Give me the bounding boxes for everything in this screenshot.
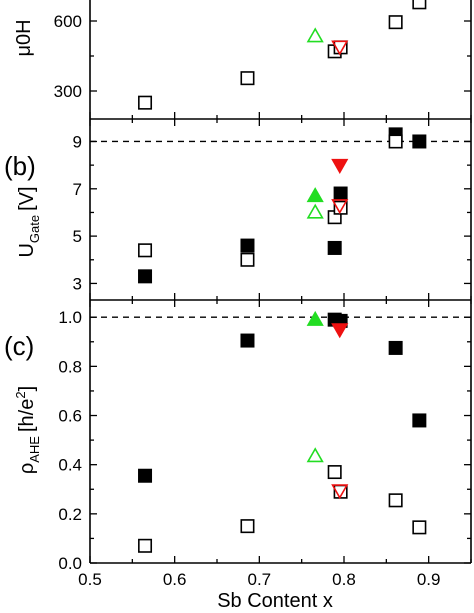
panel-c-point-square-open: [412, 520, 427, 535]
panel-c-ylabel-unit-pre: [h/e: [16, 399, 38, 432]
panel-c-y-tick-label: 0.4: [58, 456, 82, 475]
panel-b-point-square-filled: [333, 186, 348, 201]
panel-c-point-square-filled: [240, 333, 255, 348]
panel-c-ylabel-sub: AHE: [27, 436, 42, 463]
panel-b-ylabel-main: U: [16, 243, 38, 257]
panel-c-point-square-open: [388, 493, 403, 508]
panel-c-ylabel-main: ρ: [16, 463, 38, 474]
panel-c-x-tick-label: 0.5: [78, 570, 102, 589]
panel-c-y-tick-label: 0.6: [58, 407, 82, 426]
panel-b-y-tick-label: 5: [73, 227, 82, 246]
panel-c-point-square-open: [327, 465, 342, 480]
panel-b-y-tick-label: 3: [73, 274, 82, 293]
panel-b-point-square-filled: [138, 269, 153, 284]
panel-c-y-tick-label: 0.0: [58, 554, 82, 573]
panel-c-ylabel-unit-sup: 2: [13, 391, 28, 398]
panel-b-point-triangle-up-open: [306, 203, 324, 219]
panel-c-point-triangle-down-filled: [331, 323, 349, 339]
panel-b-ylabel: UGate [V]: [16, 186, 42, 257]
panel-b-point-square-filled: [240, 238, 255, 253]
panel-a-plot: 300 600: [54, 0, 472, 120]
panel-a-point-triangle-down-open: [331, 40, 349, 56]
panel-c-x-tick-label: 0.8: [332, 570, 356, 589]
panel-a-point-square-open: [240, 71, 255, 86]
panel-c: 0.0 0.2 0.4 0.6 0.8 1.0 0.5 0.6 0.7 0.8 0.9 (c) ρA…: [4, 300, 472, 612]
panel-a-point-square-open: [138, 95, 153, 110]
panel-c-ylabel-unit: [h/e2]: [13, 386, 38, 432]
panel-b-point-square-open: [138, 243, 153, 258]
panel-a-y-tick-label: 300: [54, 82, 82, 101]
panel-c-y-tick-label: 0.8: [58, 357, 82, 376]
panel-c-point-triangle-down-open: [331, 484, 349, 500]
panel-c-point-triangle-up-open: [306, 447, 324, 463]
panel-c-y-tick-label: 1.0: [58, 308, 82, 327]
panel-a-point-triangle-up-open: [306, 27, 324, 43]
panel-b-y-tick-label: 7: [73, 180, 82, 199]
panel-c-ylabel-unit-post: ]: [16, 386, 38, 392]
panel-a-ylabel: μ0H: [13, 19, 35, 56]
panel-c-point-square-open: [240, 519, 255, 534]
panel-b-label: (b): [4, 151, 36, 181]
panel-c-x-tick-label: 0.6: [163, 570, 187, 589]
panel-a-point-square-open: [412, 0, 427, 10]
panel-a-point-square-open: [388, 15, 403, 30]
panel-c-point-square-filled: [412, 413, 427, 428]
panel-c-ylabel: ρAHE [h/e2]: [13, 386, 42, 474]
panel-b-ylabel-unit: [V]: [16, 186, 38, 210]
panel-b-point-triangle-down-filled: [331, 158, 349, 174]
panel-b-point-square-filled: [412, 134, 427, 149]
panel-b-ylabel-sub: Gate: [27, 215, 42, 243]
panel-a: 300 600 μ0H: [13, 0, 472, 120]
panel-b-point-square-open: [388, 134, 403, 149]
panel-c-x-tick-label: 0.9: [417, 570, 441, 589]
panel-c-point-triangle-up-filled: [306, 310, 324, 326]
panel-b-point-square-open: [240, 252, 255, 267]
panel-c-x-tick-label: 0.7: [248, 570, 272, 589]
panel-b-point-square-filled: [327, 240, 342, 255]
panel-c-y-tick-label: 0.2: [58, 505, 82, 524]
panel-b-point-triangle-down-open: [331, 199, 349, 215]
panel-b: 3 5 7 9 (b) UGate [V]: [4, 119, 472, 301]
panel-a-y-tick-label: 600: [54, 12, 82, 31]
panel-c-label: (c): [4, 331, 34, 361]
panel-c-plot: 0.0 0.2 0.4 0.6 0.8 1.0 0.5 0.6 0.7 0.8 0.9: [58, 300, 472, 589]
panel-c-point-square-filled: [388, 340, 403, 355]
panel-c-point-square-open: [138, 538, 153, 553]
x-axis-label: Sb Content x: [217, 590, 333, 612]
panel-b-y-tick-label: 9: [73, 132, 82, 151]
panel-b-plot: 3 5 7 9: [73, 119, 472, 301]
panel-c-point-square-filled: [138, 468, 153, 483]
panel-b-point-triangle-up-filled: [306, 187, 324, 203]
